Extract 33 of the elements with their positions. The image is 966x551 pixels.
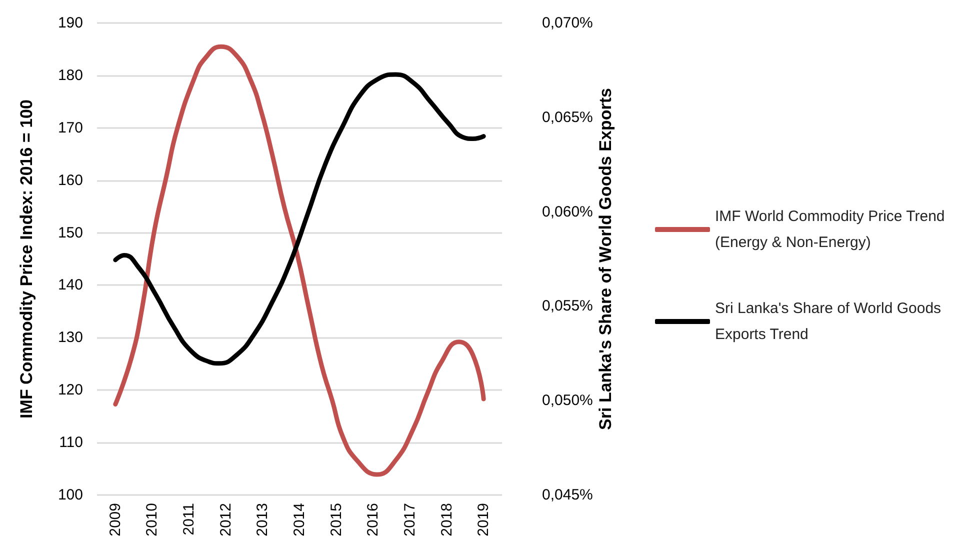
legend-label: Sri Lanka's Share of World Goods Exports Trend [715, 300, 946, 343]
y2-tick-label: 0,045% [542, 486, 593, 504]
y-tick-label: 190 [58, 14, 83, 32]
x-tick-label: 2014 [291, 503, 308, 536]
y-tick-label: 160 [58, 172, 83, 189]
y-tick-label: 150 [58, 224, 83, 242]
y2-tick-label: 0,050% [542, 392, 593, 410]
legend-label: IMF World Commodity Price Trend (Energy & Non-Energy) [715, 208, 949, 251]
y-tick-label: 130 [58, 329, 83, 346]
line-series [113, 72, 486, 366]
y-tick-label: 180 [58, 66, 83, 84]
y-axis-title: IMF Commodity Price Index: 2016 = 100 [17, 100, 36, 418]
y2-tick-label: 0,065% [542, 108, 593, 126]
x-tick-label: 2015 [328, 503, 345, 536]
x-tick-label: 2010 [144, 503, 161, 536]
x-tick-label: 2017 [401, 503, 418, 536]
y2-tick-label: 0,060% [542, 203, 593, 220]
x-tick-label: 2016 [364, 503, 382, 536]
y2-tick-label: 0,055% [542, 298, 593, 315]
y-tick-label: 120 [58, 382, 83, 399]
x-tick-label: 2019 [475, 503, 492, 536]
x-tick-label: 2012 [217, 503, 234, 536]
y2-axis-title: Sri Lanka's Share of World Goods Exports [596, 88, 615, 430]
x-tick-label: 2013 [254, 503, 272, 536]
y-tick-label: 100 [58, 486, 83, 504]
x-tick-label: 2009 [106, 503, 124, 536]
y-tick-label: 170 [58, 119, 83, 136]
x-tick-label: 2011 [180, 503, 198, 536]
line-series [113, 44, 486, 477]
y-tick-label: 110 [59, 434, 83, 452]
y2-tick-label: 0,070% [542, 14, 593, 32]
x-tick-label: 2018 [438, 503, 456, 536]
y-tick-label: 140 [58, 276, 83, 294]
